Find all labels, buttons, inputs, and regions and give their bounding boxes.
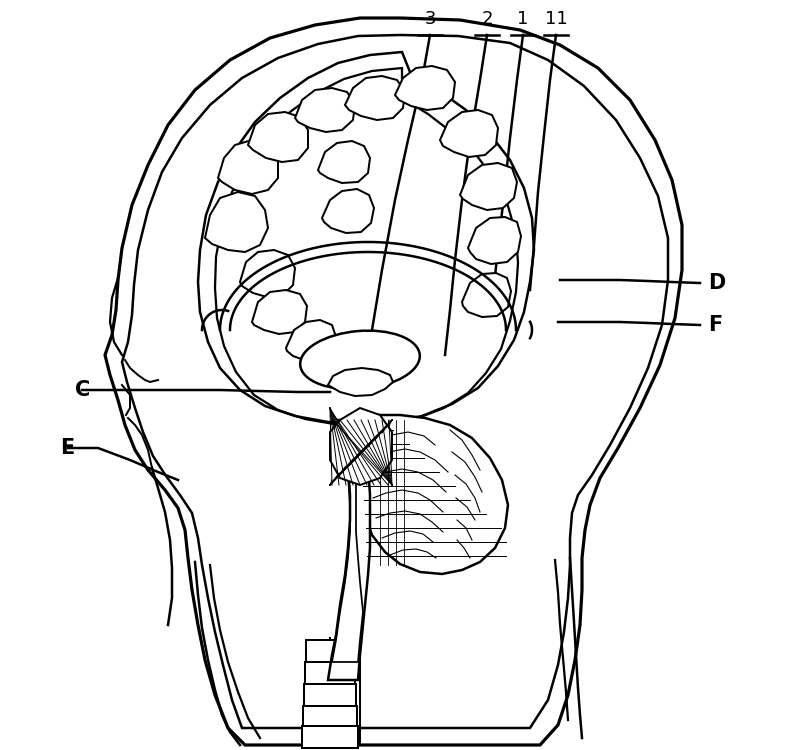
Polygon shape	[322, 189, 374, 233]
Polygon shape	[198, 52, 534, 424]
Polygon shape	[304, 684, 356, 706]
Polygon shape	[205, 192, 268, 252]
Polygon shape	[328, 420, 370, 680]
Polygon shape	[328, 368, 393, 396]
Polygon shape	[302, 726, 358, 748]
Polygon shape	[462, 273, 511, 317]
Polygon shape	[355, 415, 508, 574]
Polygon shape	[395, 66, 455, 110]
Text: 1: 1	[518, 10, 529, 28]
Polygon shape	[305, 662, 355, 684]
Polygon shape	[105, 18, 682, 745]
Text: 2: 2	[482, 10, 493, 28]
Polygon shape	[295, 88, 355, 132]
Text: 11: 11	[545, 10, 567, 28]
Polygon shape	[252, 290, 307, 334]
Polygon shape	[306, 640, 354, 662]
Polygon shape	[440, 110, 498, 157]
Polygon shape	[318, 141, 370, 183]
Polygon shape	[303, 706, 357, 728]
Polygon shape	[345, 76, 405, 120]
Text: E: E	[60, 438, 74, 458]
Polygon shape	[218, 140, 278, 194]
Polygon shape	[286, 320, 336, 361]
Text: D: D	[708, 273, 726, 293]
Ellipse shape	[300, 331, 420, 389]
Text: C: C	[75, 380, 90, 400]
Text: F: F	[708, 315, 722, 335]
Polygon shape	[330, 408, 392, 485]
Polygon shape	[468, 217, 521, 264]
Polygon shape	[460, 163, 517, 210]
Polygon shape	[240, 250, 295, 297]
Polygon shape	[248, 112, 308, 162]
Text: 3: 3	[424, 10, 436, 28]
